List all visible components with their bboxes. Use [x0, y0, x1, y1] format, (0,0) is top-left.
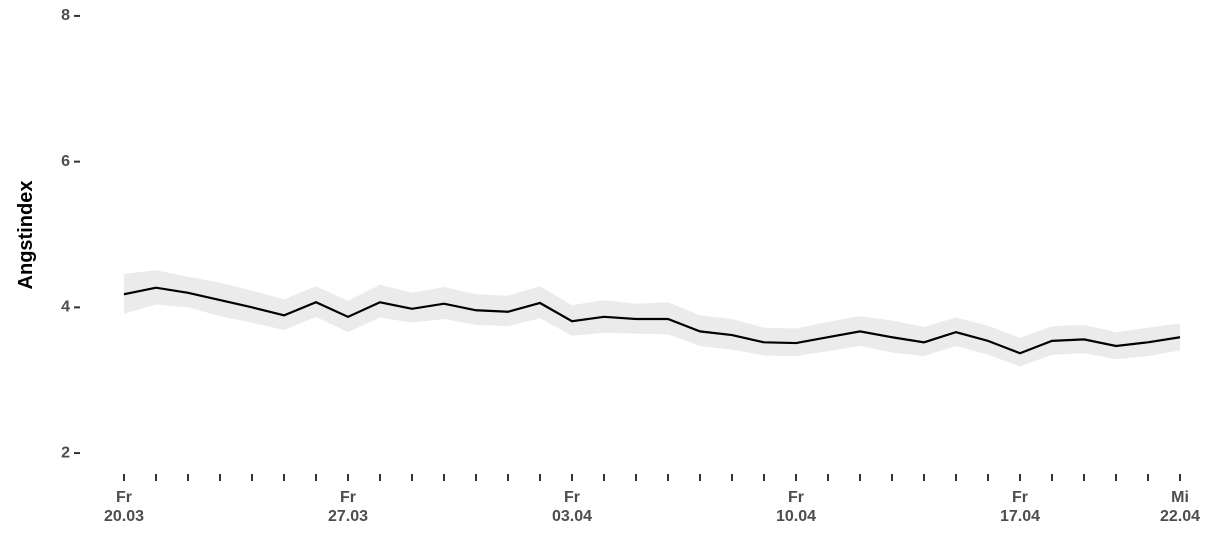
- x-tick-label: Fr: [788, 489, 804, 506]
- y-tick-label: 6: [61, 153, 70, 170]
- y-tick-label: 2: [61, 444, 70, 461]
- x-tick-label: 10.04: [776, 508, 816, 525]
- y-tick-label: 8: [61, 7, 70, 24]
- x-tick-label: 22.04: [1160, 508, 1200, 525]
- x-tick-label: 17.04: [1000, 508, 1040, 525]
- y-axis-title: Angstindex: [15, 181, 37, 290]
- x-tick-label: Fr: [340, 489, 356, 506]
- x-tick-label: 03.04: [552, 508, 592, 525]
- x-tick-label: Fr: [1012, 489, 1028, 506]
- line: [123, 286, 1181, 355]
- x-tick-label: Fr: [116, 489, 132, 506]
- x-tick-label: 20.03: [104, 508, 144, 525]
- x-tick-label: Mi: [1171, 489, 1189, 506]
- x-tick-label: Fr: [564, 489, 580, 506]
- x-tick-label: 27.03: [328, 508, 368, 525]
- y-tick-label: 4: [61, 299, 70, 316]
